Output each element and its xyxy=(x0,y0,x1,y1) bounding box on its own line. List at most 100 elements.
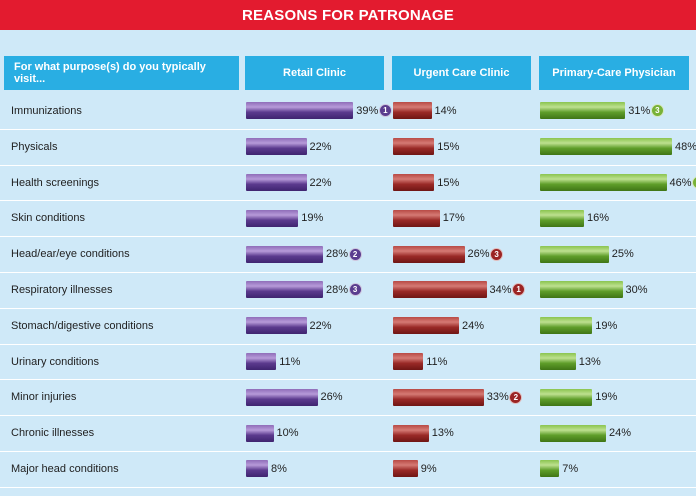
row-divider xyxy=(0,200,696,202)
row-divider xyxy=(0,415,696,417)
row-label: Chronic illnesses xyxy=(11,427,95,440)
bar-retail xyxy=(246,281,323,299)
bar-urgent xyxy=(393,424,429,442)
bar-retail xyxy=(246,460,268,478)
value-label-retail: 10% xyxy=(276,427,299,440)
row-divider xyxy=(0,451,696,452)
value-label-retail: 39% xyxy=(356,104,379,117)
value-label-urgent: 13% xyxy=(431,427,454,440)
row-label: Urinary conditions xyxy=(11,355,100,368)
rank-badge-primary: 2 xyxy=(692,176,696,189)
value-label-retail: 8% xyxy=(271,462,287,475)
row-divider xyxy=(0,379,696,381)
row-label: Major head conditions xyxy=(11,463,119,475)
value-label-primary: 7% xyxy=(562,462,579,475)
row-label: Immunizations xyxy=(11,105,82,117)
bar-urgent xyxy=(393,353,424,370)
value-label-primary: 31% xyxy=(628,104,651,117)
column-header-primary: Primary-Care Physician xyxy=(539,56,689,90)
value-label-urgent: 26% xyxy=(467,248,490,261)
bar-retail xyxy=(246,388,318,406)
bar-retail xyxy=(246,102,354,120)
rank-badge-primary: 3 xyxy=(650,104,664,118)
row-label: Head/ear/eye conditions xyxy=(11,248,130,261)
bar-retail xyxy=(246,209,299,227)
bar-primary xyxy=(540,174,667,191)
row-divider xyxy=(0,272,696,273)
value-label-retail: 26% xyxy=(320,391,343,404)
bar-primary xyxy=(540,138,672,156)
chart-title: REASONS FOR PATRONAGE xyxy=(0,0,696,30)
row-divider xyxy=(0,307,696,309)
bar-urgent xyxy=(393,138,435,156)
bar-primary xyxy=(540,281,623,299)
value-label-primary: 13% xyxy=(578,355,601,368)
value-label-urgent: 9% xyxy=(420,462,437,475)
value-label-urgent: 11% xyxy=(426,355,448,368)
rank-badge-urgent: 2 xyxy=(509,390,523,404)
rank-badge-urgent: 1 xyxy=(512,283,526,297)
value-label-retail: 28% xyxy=(326,283,349,296)
bar-urgent xyxy=(393,209,440,227)
row-divider xyxy=(0,343,696,345)
row-label: Skin conditions xyxy=(11,212,85,225)
bar-retail xyxy=(246,353,277,370)
row-label: Health screenings xyxy=(11,176,100,189)
bar-primary xyxy=(540,424,606,442)
row-divider xyxy=(0,164,696,166)
bar-urgent xyxy=(393,281,487,299)
bar-urgent xyxy=(393,174,435,191)
value-label-urgent: 24% xyxy=(462,319,485,332)
bar-primary xyxy=(540,317,593,335)
value-label-primary: 19% xyxy=(595,391,618,404)
bar-retail xyxy=(246,174,307,191)
bar-primary xyxy=(540,102,626,120)
value-label-primary: 24% xyxy=(609,427,632,440)
value-label-primary: 48% xyxy=(675,140,696,153)
value-label-urgent: 17% xyxy=(442,212,465,225)
bar-retail xyxy=(246,138,307,156)
rank-badge-retail: 2 xyxy=(348,247,362,261)
bar-urgent xyxy=(393,388,484,406)
value-label-urgent: 34% xyxy=(489,283,512,296)
patronage-chart: For what purpose(s) do you typically vis… xyxy=(0,30,696,496)
value-label-primary: 30% xyxy=(625,283,648,296)
value-label-primary: 25% xyxy=(611,248,634,261)
bar-retail xyxy=(246,317,307,335)
value-label-retail: 22% xyxy=(309,176,332,189)
bar-urgent xyxy=(393,460,418,478)
row-label: Physicals xyxy=(11,140,58,153)
value-label-retail: 22% xyxy=(309,319,332,332)
column-header-retail: Retail Clinic xyxy=(245,56,384,90)
bar-primary xyxy=(540,460,560,478)
bar-primary xyxy=(540,245,609,263)
rank-badge-retail: 1 xyxy=(378,104,392,118)
value-label-urgent: 15% xyxy=(437,176,460,189)
value-label-retail: 11% xyxy=(279,355,301,368)
rank-badge-urgent: 3 xyxy=(490,247,504,261)
rank-badge-retail: 3 xyxy=(348,283,362,297)
bar-urgent xyxy=(393,102,432,120)
column-header-urgent: Urgent Care Clinic xyxy=(392,56,531,90)
value-label-primary: 46% xyxy=(669,176,692,189)
bar-retail xyxy=(246,245,323,263)
value-label-primary: 19% xyxy=(595,319,618,332)
row-divider xyxy=(0,486,696,488)
bar-primary xyxy=(540,209,584,227)
value-label-primary: 16% xyxy=(587,212,610,225)
row-label: Stomach/digestive conditions xyxy=(11,319,154,332)
row-label: Minor injuries xyxy=(11,391,77,404)
bar-primary xyxy=(540,353,576,370)
value-label-retail: 19% xyxy=(301,212,324,225)
bar-retail xyxy=(246,424,274,442)
bar-urgent xyxy=(393,317,459,335)
row-label: Respiratory illnesses xyxy=(11,284,113,296)
bar-urgent xyxy=(393,245,465,263)
row-divider xyxy=(0,236,696,238)
bar-primary xyxy=(540,388,593,406)
value-label-urgent: 14% xyxy=(434,104,457,117)
value-label-urgent: 33% xyxy=(486,391,509,404)
value-label-urgent: 15% xyxy=(437,140,460,153)
row-divider xyxy=(0,128,696,130)
value-label-retail: 22% xyxy=(309,140,332,153)
